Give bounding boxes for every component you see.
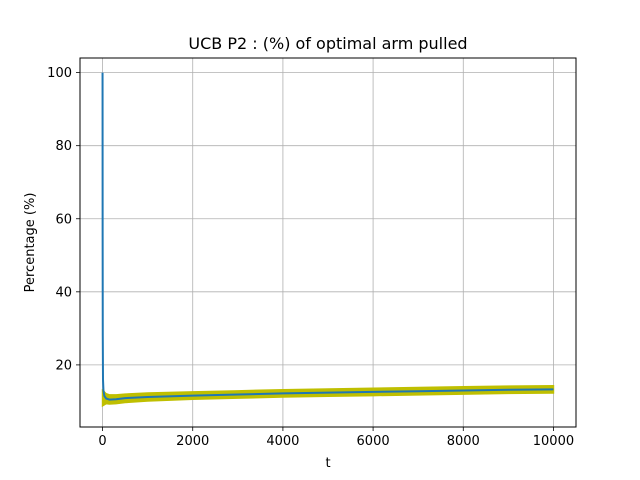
x-tick-label: 4000 <box>266 434 299 449</box>
y-tick-label: 60 <box>55 212 72 227</box>
chart-title: UCB P2 : (%) of optimal arm pulled <box>188 34 467 53</box>
y-axis-label: Percentage (%) <box>23 193 38 293</box>
grid <box>80 58 576 427</box>
x-tick-label: 8000 <box>447 434 480 449</box>
x-tick-label: 6000 <box>357 434 390 449</box>
y-tick-label: 80 <box>55 139 72 154</box>
ticks: 0 2000 4000 6000 8000 10000 20 40 60 80 100 <box>47 66 574 449</box>
y-tick-label: 40 <box>55 285 72 300</box>
y-tick-label: 20 <box>55 358 72 373</box>
series-line <box>101 72 554 401</box>
x-tick-label: 2000 <box>176 434 209 449</box>
x-tick-label: 0 <box>98 434 106 449</box>
axes-frame <box>79 57 577 428</box>
x-tick-label: 10000 <box>533 434 574 449</box>
y-tick-label: 100 <box>47 66 72 81</box>
x-axis-label: t <box>325 456 330 471</box>
plot-area <box>101 72 555 408</box>
